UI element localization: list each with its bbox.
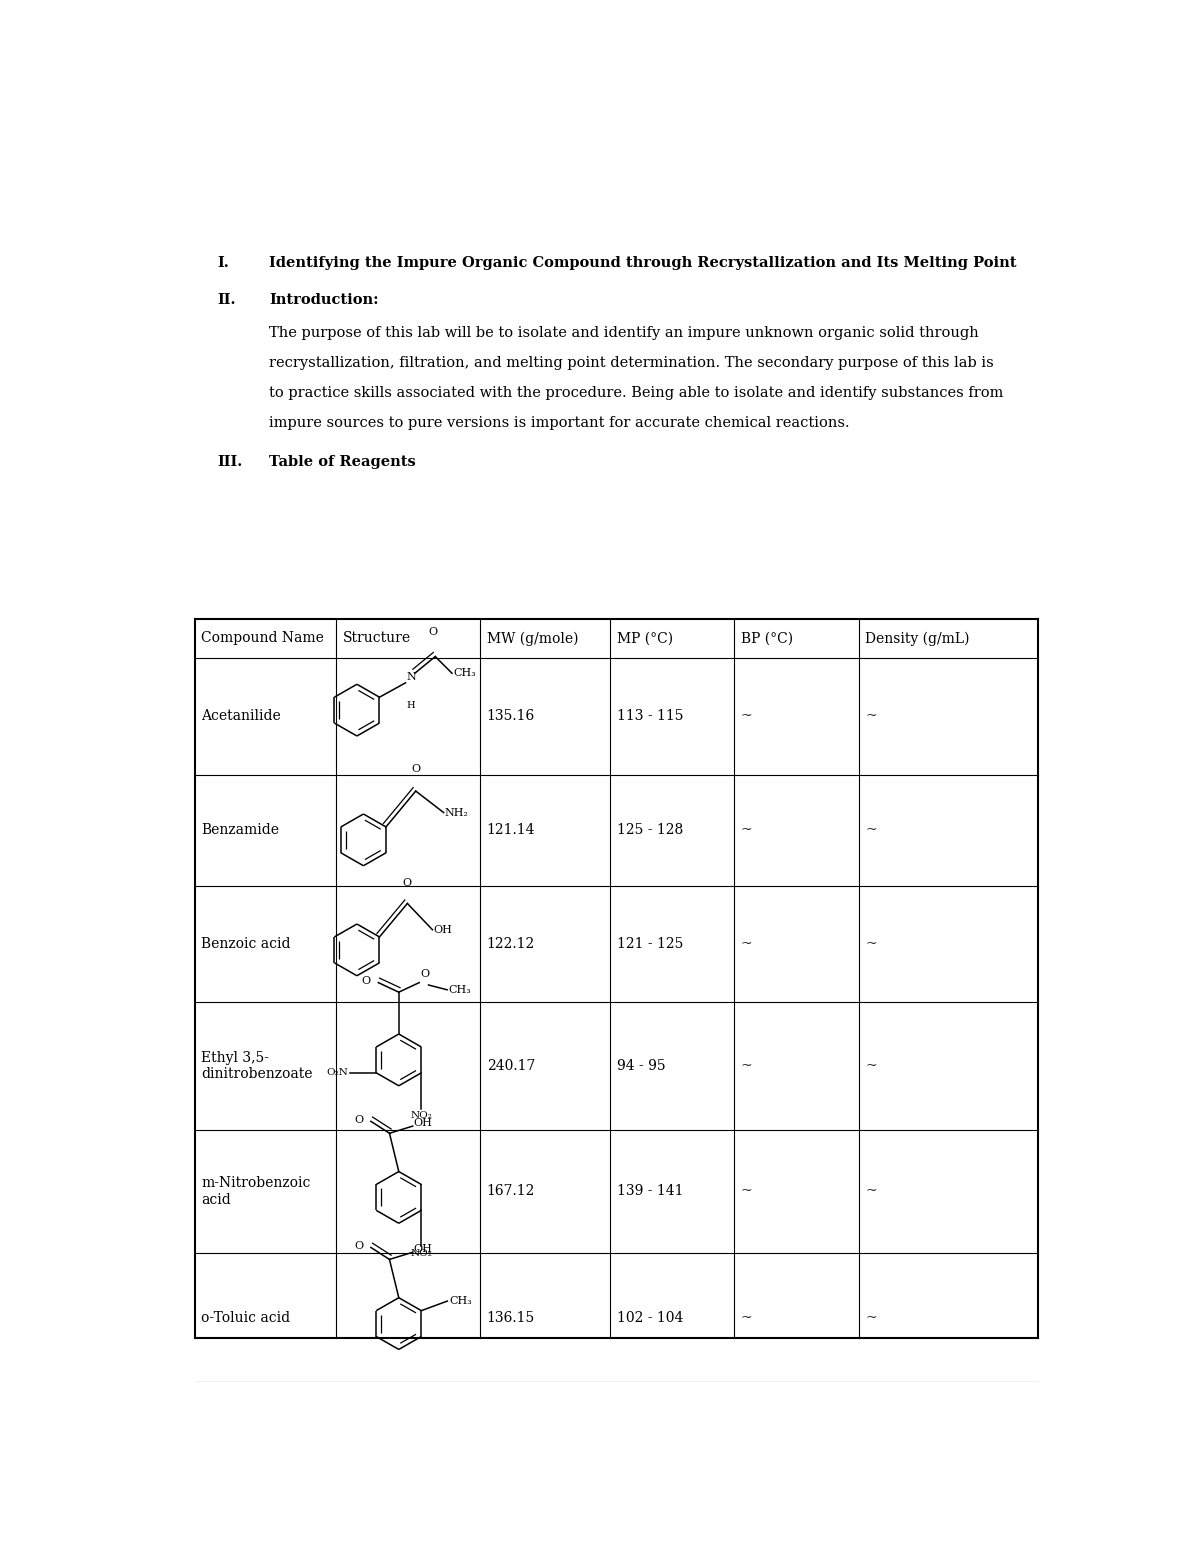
- Text: o-Toluic acid: o-Toluic acid: [202, 1311, 290, 1325]
- Text: ~: ~: [865, 936, 877, 950]
- Text: III.: III.: [217, 455, 242, 469]
- Text: Introduction:: Introduction:: [269, 294, 379, 307]
- Text: 94 - 95: 94 - 95: [617, 1059, 666, 1073]
- Text: NO₂: NO₂: [410, 1249, 432, 1258]
- Text: H: H: [407, 700, 415, 710]
- Text: 240.17: 240.17: [487, 1059, 535, 1073]
- Text: I.: I.: [217, 256, 229, 270]
- Text: ~: ~: [740, 1059, 752, 1073]
- Text: N: N: [407, 671, 416, 682]
- Text: NO₂: NO₂: [410, 1110, 432, 1120]
- Text: ~: ~: [865, 1059, 877, 1073]
- Text: ~: ~: [865, 823, 877, 837]
- Text: MW (g/mole): MW (g/mole): [487, 631, 578, 646]
- Text: 121.14: 121.14: [487, 823, 535, 837]
- Text: ~: ~: [740, 936, 752, 950]
- Text: OH: OH: [414, 1118, 432, 1127]
- Text: Acetanilide: Acetanilide: [202, 710, 281, 724]
- Text: O: O: [354, 1115, 364, 1124]
- Text: ~: ~: [740, 1311, 752, 1325]
- Text: m-Nitrobenzoic
acid: m-Nitrobenzoic acid: [202, 1176, 311, 1207]
- Text: 136.15: 136.15: [487, 1311, 535, 1325]
- Text: impure sources to pure versions is important for accurate chemical reactions.: impure sources to pure versions is impor…: [269, 416, 850, 430]
- Text: 113 - 115: 113 - 115: [617, 710, 683, 724]
- Text: BP (°C): BP (°C): [740, 632, 793, 646]
- Text: Density (g/mL): Density (g/mL): [865, 631, 970, 646]
- Text: ~: ~: [740, 1185, 752, 1199]
- Text: ~: ~: [865, 710, 877, 724]
- Text: ~: ~: [865, 1311, 877, 1325]
- Text: 102 - 104: 102 - 104: [617, 1311, 683, 1325]
- Text: OH: OH: [433, 924, 452, 935]
- Text: to practice skills associated with the procedure. Being able to isolate and iden: to practice skills associated with the p…: [269, 387, 1003, 401]
- Text: 121 - 125: 121 - 125: [617, 936, 683, 950]
- Text: Structure: Structure: [342, 632, 410, 646]
- Text: Table of Reagents: Table of Reagents: [269, 455, 415, 469]
- Text: Benzoic acid: Benzoic acid: [202, 936, 290, 950]
- Text: OH: OH: [414, 1244, 432, 1253]
- Text: O: O: [403, 877, 412, 888]
- Text: O: O: [361, 977, 371, 986]
- Text: MP (°C): MP (°C): [617, 632, 673, 646]
- Text: recrystallization, filtration, and melting point determination. The secondary pu: recrystallization, filtration, and melti…: [269, 356, 994, 370]
- Text: The purpose of this lab will be to isolate and identify an impure unknown organi: The purpose of this lab will be to isola…: [269, 326, 979, 340]
- Text: 139 - 141: 139 - 141: [617, 1185, 683, 1199]
- Text: O: O: [412, 764, 420, 775]
- Text: CH₃: CH₃: [449, 1297, 472, 1306]
- Text: Benzamide: Benzamide: [202, 823, 280, 837]
- Text: 125 - 128: 125 - 128: [617, 823, 683, 837]
- Text: O₂N: O₂N: [326, 1068, 348, 1078]
- Text: ~: ~: [865, 1185, 877, 1199]
- Text: II.: II.: [217, 294, 235, 307]
- Text: 167.12: 167.12: [487, 1185, 535, 1199]
- Text: O: O: [420, 969, 430, 978]
- Text: Compound Name: Compound Name: [202, 632, 324, 646]
- Text: 135.16: 135.16: [487, 710, 535, 724]
- Text: O: O: [428, 627, 437, 637]
- Text: ~: ~: [740, 710, 752, 724]
- Text: CH₃: CH₃: [452, 668, 475, 679]
- Text: CH₃: CH₃: [448, 985, 470, 995]
- Text: Identifying the Impure Organic Compound through Recrystallization and Its Meltin: Identifying the Impure Organic Compound …: [269, 256, 1016, 270]
- Text: NH₂: NH₂: [444, 808, 468, 817]
- Text: Ethyl 3,5-
dinitrobenzoate: Ethyl 3,5- dinitrobenzoate: [202, 1051, 313, 1081]
- Text: ~: ~: [740, 823, 752, 837]
- Text: O: O: [354, 1241, 364, 1252]
- Text: 122.12: 122.12: [487, 936, 535, 950]
